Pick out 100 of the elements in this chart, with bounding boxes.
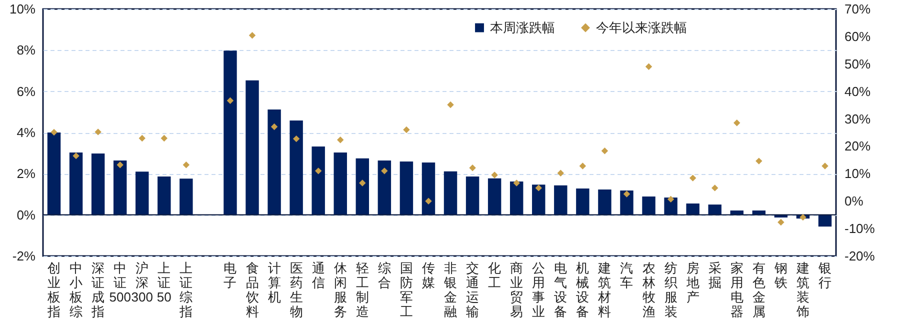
point xyxy=(557,170,564,176)
bar xyxy=(400,162,414,215)
x-tick-label: 商业贸易 xyxy=(510,260,524,319)
y2-tick-label: 60% xyxy=(844,28,871,44)
x-tick-label: 通信 xyxy=(312,260,325,290)
bar xyxy=(576,188,590,215)
y-tick-label: 0% xyxy=(16,207,36,222)
x-tick-label: 深证成指 xyxy=(90,260,105,319)
bar xyxy=(598,190,612,215)
bar xyxy=(378,160,392,215)
bar xyxy=(91,153,105,215)
x-tick-label: 银行 xyxy=(817,260,832,290)
x-tick-label: 非银金融 xyxy=(443,260,458,319)
x-tick-label: 中小板综 xyxy=(68,260,83,319)
point xyxy=(403,126,410,134)
x-tick-label: 医药生物 xyxy=(290,260,303,319)
bar xyxy=(180,178,193,215)
point xyxy=(226,97,234,104)
x-tick-label: 传媒 xyxy=(422,260,435,290)
y2-tick-label: -10% xyxy=(844,221,876,236)
y2-tick-label: 40% xyxy=(844,84,871,99)
x-tick-label: 有色金属 xyxy=(752,260,766,319)
point xyxy=(50,128,58,136)
y2-tick-label: 20% xyxy=(844,138,871,154)
point xyxy=(72,152,80,160)
bar xyxy=(510,181,524,215)
bar xyxy=(290,120,303,215)
point xyxy=(447,101,454,108)
x-tick-label: 交通运输 xyxy=(466,260,480,319)
point xyxy=(645,63,652,70)
x-tick-label: 计算机 xyxy=(268,260,281,304)
bar xyxy=(312,146,325,215)
bar xyxy=(334,152,347,215)
point xyxy=(381,168,388,174)
bar xyxy=(554,185,568,215)
x-tick-label: 建筑材料 xyxy=(597,260,612,319)
bar xyxy=(422,162,436,215)
y2-tick-label: 70% xyxy=(844,2,871,16)
y2-tick-label: 0% xyxy=(844,194,864,209)
x-tick-label: 纺织服装 xyxy=(664,260,678,319)
x-tick-label: 国防军工 xyxy=(400,260,413,319)
point xyxy=(667,196,674,203)
y-tick-label: 6% xyxy=(16,84,36,99)
bar xyxy=(69,152,83,215)
y2-tick-label: 10% xyxy=(844,166,871,182)
y-tick-label: 10% xyxy=(9,2,36,16)
y2-tick-label: -20% xyxy=(844,248,876,264)
x-tick-label: 钢铁 xyxy=(773,260,788,290)
bar xyxy=(136,172,149,215)
point xyxy=(601,148,608,154)
point xyxy=(116,162,124,168)
x-tick-label: 沪深300 xyxy=(131,260,153,304)
bar xyxy=(488,178,502,215)
legend-label: 本周涨跌幅 xyxy=(490,20,555,35)
x-tick-label: 轻工制造 xyxy=(356,260,369,319)
bar xyxy=(268,109,281,215)
bar xyxy=(818,214,832,227)
y2-tick-label: 30% xyxy=(844,111,871,126)
bar xyxy=(444,171,458,215)
point xyxy=(778,218,784,226)
x-tick-label: 房地产 xyxy=(685,260,700,304)
point xyxy=(425,198,432,204)
point xyxy=(359,180,366,186)
point xyxy=(535,184,542,192)
point xyxy=(182,162,190,168)
bar xyxy=(113,160,127,215)
point xyxy=(734,120,740,126)
x-tick-label: 综合 xyxy=(378,260,391,290)
bar xyxy=(224,50,237,215)
bar xyxy=(47,132,61,215)
x-tick-label: 农林牧渔 xyxy=(641,260,656,319)
x-tick-label: 上证综指 xyxy=(178,260,193,319)
bar xyxy=(620,190,634,215)
point xyxy=(623,190,630,198)
point xyxy=(138,134,146,142)
x-tick-label: 汽车 xyxy=(620,260,634,290)
point xyxy=(160,134,168,142)
x-tick-label: 食品饮料 xyxy=(244,260,259,319)
legend-label: 今年以来涨跌幅 xyxy=(596,20,687,35)
point xyxy=(711,184,718,192)
y2-tick-label: 50% xyxy=(844,56,871,72)
bar xyxy=(466,176,480,215)
bar xyxy=(158,176,171,215)
x-tick-label: 电子 xyxy=(224,260,237,290)
x-tick-label: 中证500 xyxy=(109,260,131,304)
point xyxy=(314,168,322,174)
point xyxy=(822,162,828,170)
y-tick-label: -2% xyxy=(12,248,36,264)
y-tick-label: 4% xyxy=(16,125,36,140)
x-tick-label: 采掘 xyxy=(708,260,722,290)
bar xyxy=(708,204,722,215)
point xyxy=(469,164,476,172)
point xyxy=(337,136,344,144)
point xyxy=(689,174,696,182)
x-tick-label: 电气设备 xyxy=(554,260,568,319)
point xyxy=(270,123,278,130)
point xyxy=(94,128,102,136)
x-tick-label: 化工 xyxy=(488,260,502,290)
bar xyxy=(356,158,370,215)
x-tick-label: 机械设备 xyxy=(576,260,590,319)
